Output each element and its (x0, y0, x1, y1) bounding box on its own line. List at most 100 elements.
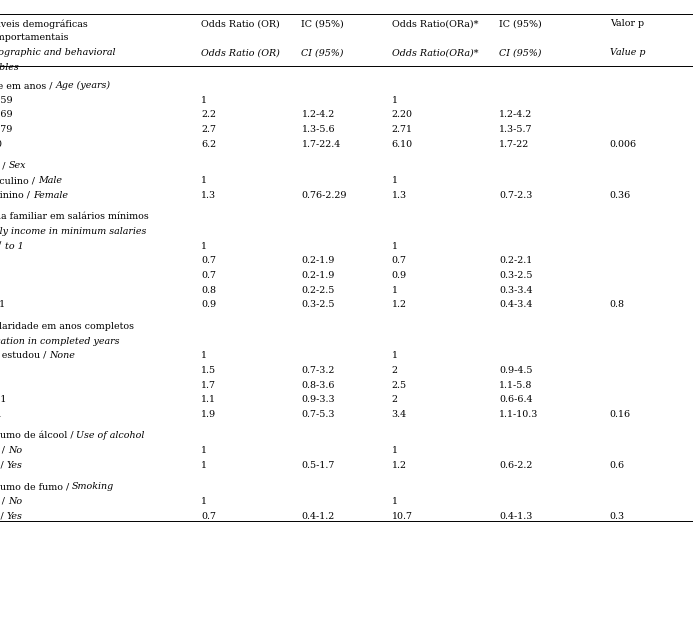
Text: 1.7-22: 1.7-22 (499, 140, 529, 149)
Text: 0.7: 0.7 (392, 256, 407, 265)
Text: Não estudou /: Não estudou / (0, 351, 50, 360)
Text: Renda familiar em salários mínimos: Renda familiar em salários mínimos (0, 212, 148, 221)
Text: Até /: Até / (0, 242, 5, 251)
Text: 0.3: 0.3 (610, 512, 625, 520)
Text: Consumo de álcool /: Consumo de álcool / (0, 431, 76, 440)
Text: Yes: Yes (7, 461, 23, 470)
Text: Sim /: Sim / (0, 461, 7, 470)
Text: 1: 1 (201, 461, 207, 470)
Text: Idade em anos /: Idade em anos / (0, 81, 55, 90)
Text: 0.7-3.2: 0.7-3.2 (301, 366, 335, 375)
Text: 1.3: 1.3 (392, 191, 407, 200)
Text: 0.5-1.7: 0.5-1.7 (301, 461, 335, 470)
Text: ≥ 9.1: ≥ 9.1 (0, 301, 6, 310)
Text: 2: 2 (392, 395, 398, 404)
Text: Odds Ratio (OR): Odds Ratio (OR) (201, 19, 280, 28)
Text: 1: 1 (201, 176, 207, 185)
Text: Use of alcohol: Use of alcohol (76, 431, 145, 440)
Text: Demographic and behavioral: Demographic and behavioral (0, 48, 115, 58)
Text: 0.006: 0.006 (610, 140, 637, 149)
Text: Odds Ratio(ORa)*: Odds Ratio(ORa)* (392, 48, 478, 58)
Text: Education in completed years: Education in completed years (0, 337, 119, 345)
Text: Sim /: Sim / (0, 512, 7, 520)
Text: 0.3-2.5: 0.3-2.5 (301, 301, 335, 310)
Text: 0.2-1.9: 0.2-1.9 (301, 271, 335, 280)
Text: 0.4-1.2: 0.4-1.2 (301, 512, 335, 520)
Text: CI (95%): CI (95%) (499, 48, 541, 58)
Text: 1.1-10.3: 1.1-10.3 (499, 410, 538, 419)
Text: 0.2-2.1: 0.2-2.1 (499, 256, 532, 265)
Text: Sexo /: Sexo / (0, 162, 8, 171)
Text: Family income in minimum salaries: Family income in minimum salaries (0, 227, 146, 236)
Text: 0.7: 0.7 (201, 512, 216, 520)
Text: 1: 1 (392, 497, 398, 506)
Text: to 1: to 1 (5, 242, 23, 251)
Text: Escolaridade em anos completos: Escolaridade em anos completos (0, 322, 134, 331)
Text: Yes: Yes (7, 512, 23, 520)
Text: 0.3-2.5: 0.3-2.5 (499, 271, 532, 280)
Text: variables: variables (0, 63, 19, 72)
Text: 1.1-5.8: 1.1-5.8 (499, 381, 532, 390)
Text: 1.7-22.4: 1.7-22.4 (301, 140, 341, 149)
Text: 1.2: 1.2 (392, 461, 407, 470)
Text: 1.3-5.6: 1.3-5.6 (301, 125, 335, 134)
Text: 0.8-3.6: 0.8-3.6 (301, 381, 335, 390)
Text: 1.2: 1.2 (392, 301, 407, 310)
Text: Male: Male (38, 176, 62, 185)
Text: Odds Ratio (OR): Odds Ratio (OR) (201, 48, 280, 58)
Text: 0.7-5.3: 0.7-5.3 (301, 410, 335, 419)
Text: 9 - 11: 9 - 11 (0, 395, 7, 404)
Text: 0.9: 0.9 (201, 301, 216, 310)
Text: 1: 1 (201, 351, 207, 360)
Text: 0.9-3.3: 0.9-3.3 (301, 395, 335, 404)
Text: 60 - 69: 60 - 69 (0, 110, 13, 119)
Text: 1.3-5.7: 1.3-5.7 (499, 125, 532, 134)
Text: 1: 1 (201, 497, 207, 506)
Text: 0.7: 0.7 (201, 271, 216, 280)
Text: 1: 1 (201, 96, 207, 105)
Text: 0.7: 0.7 (201, 256, 216, 265)
Text: None: None (50, 351, 76, 360)
Text: 6.10: 6.10 (392, 140, 412, 149)
Text: Value p: Value p (610, 48, 645, 58)
Text: 1.2-4.2: 1.2-4.2 (301, 110, 335, 119)
Text: 0.9-4.5: 0.9-4.5 (499, 366, 532, 375)
Text: 0.4-3.4: 0.4-3.4 (499, 301, 532, 310)
Text: 2.5: 2.5 (392, 381, 407, 390)
Text: 0.36: 0.36 (610, 191, 631, 200)
Text: 0.6: 0.6 (610, 461, 625, 470)
Text: 0.9: 0.9 (392, 271, 407, 280)
Text: 50 - 59: 50 - 59 (0, 96, 13, 105)
Text: Valor p: Valor p (610, 19, 644, 28)
Text: 1: 1 (392, 242, 398, 251)
Text: 2.20: 2.20 (392, 110, 412, 119)
Text: ≥ 80: ≥ 80 (0, 140, 2, 149)
Text: 1.7: 1.7 (201, 381, 216, 390)
Text: 0.16: 0.16 (610, 410, 631, 419)
Text: 1.9: 1.9 (201, 410, 216, 419)
Text: Age (years): Age (years) (55, 81, 110, 90)
Text: 1: 1 (201, 242, 207, 251)
Text: IC (95%): IC (95%) (301, 19, 344, 28)
Text: e comportamentais: e comportamentais (0, 33, 68, 42)
Text: 3.4: 3.4 (392, 410, 407, 419)
Text: 0.2-1.9: 0.2-1.9 (301, 256, 335, 265)
Text: Odds Ratio(ORa)*: Odds Ratio(ORa)* (392, 19, 478, 28)
Text: 1: 1 (392, 96, 398, 105)
Text: 1.1: 1.1 (201, 395, 216, 404)
Text: 0.8: 0.8 (610, 301, 625, 310)
Text: Consumo de fumo /: Consumo de fumo / (0, 483, 72, 492)
Text: 1.2-4.2: 1.2-4.2 (499, 110, 532, 119)
Text: 2.2: 2.2 (201, 110, 216, 119)
Text: 10.7: 10.7 (392, 512, 412, 520)
Text: 0.7-2.3: 0.7-2.3 (499, 191, 532, 200)
Text: 0.6-6.4: 0.6-6.4 (499, 395, 532, 404)
Text: Sex: Sex (8, 162, 26, 171)
Text: 1: 1 (392, 286, 398, 295)
Text: 2.7: 2.7 (201, 125, 216, 134)
Text: 1: 1 (392, 176, 398, 185)
Text: No: No (8, 497, 22, 506)
Text: 0.4-1.3: 0.4-1.3 (499, 512, 532, 520)
Text: Não /: Não / (0, 497, 8, 506)
Text: Feminino /: Feminino / (0, 191, 33, 200)
